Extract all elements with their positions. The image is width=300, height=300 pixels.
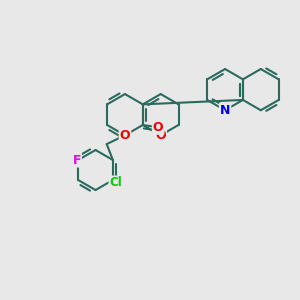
Text: O: O — [153, 121, 164, 134]
Text: N: N — [220, 104, 230, 117]
Text: F: F — [73, 154, 81, 166]
Text: Cl: Cl — [110, 176, 122, 190]
Text: O: O — [155, 129, 166, 142]
Text: O: O — [120, 129, 130, 142]
